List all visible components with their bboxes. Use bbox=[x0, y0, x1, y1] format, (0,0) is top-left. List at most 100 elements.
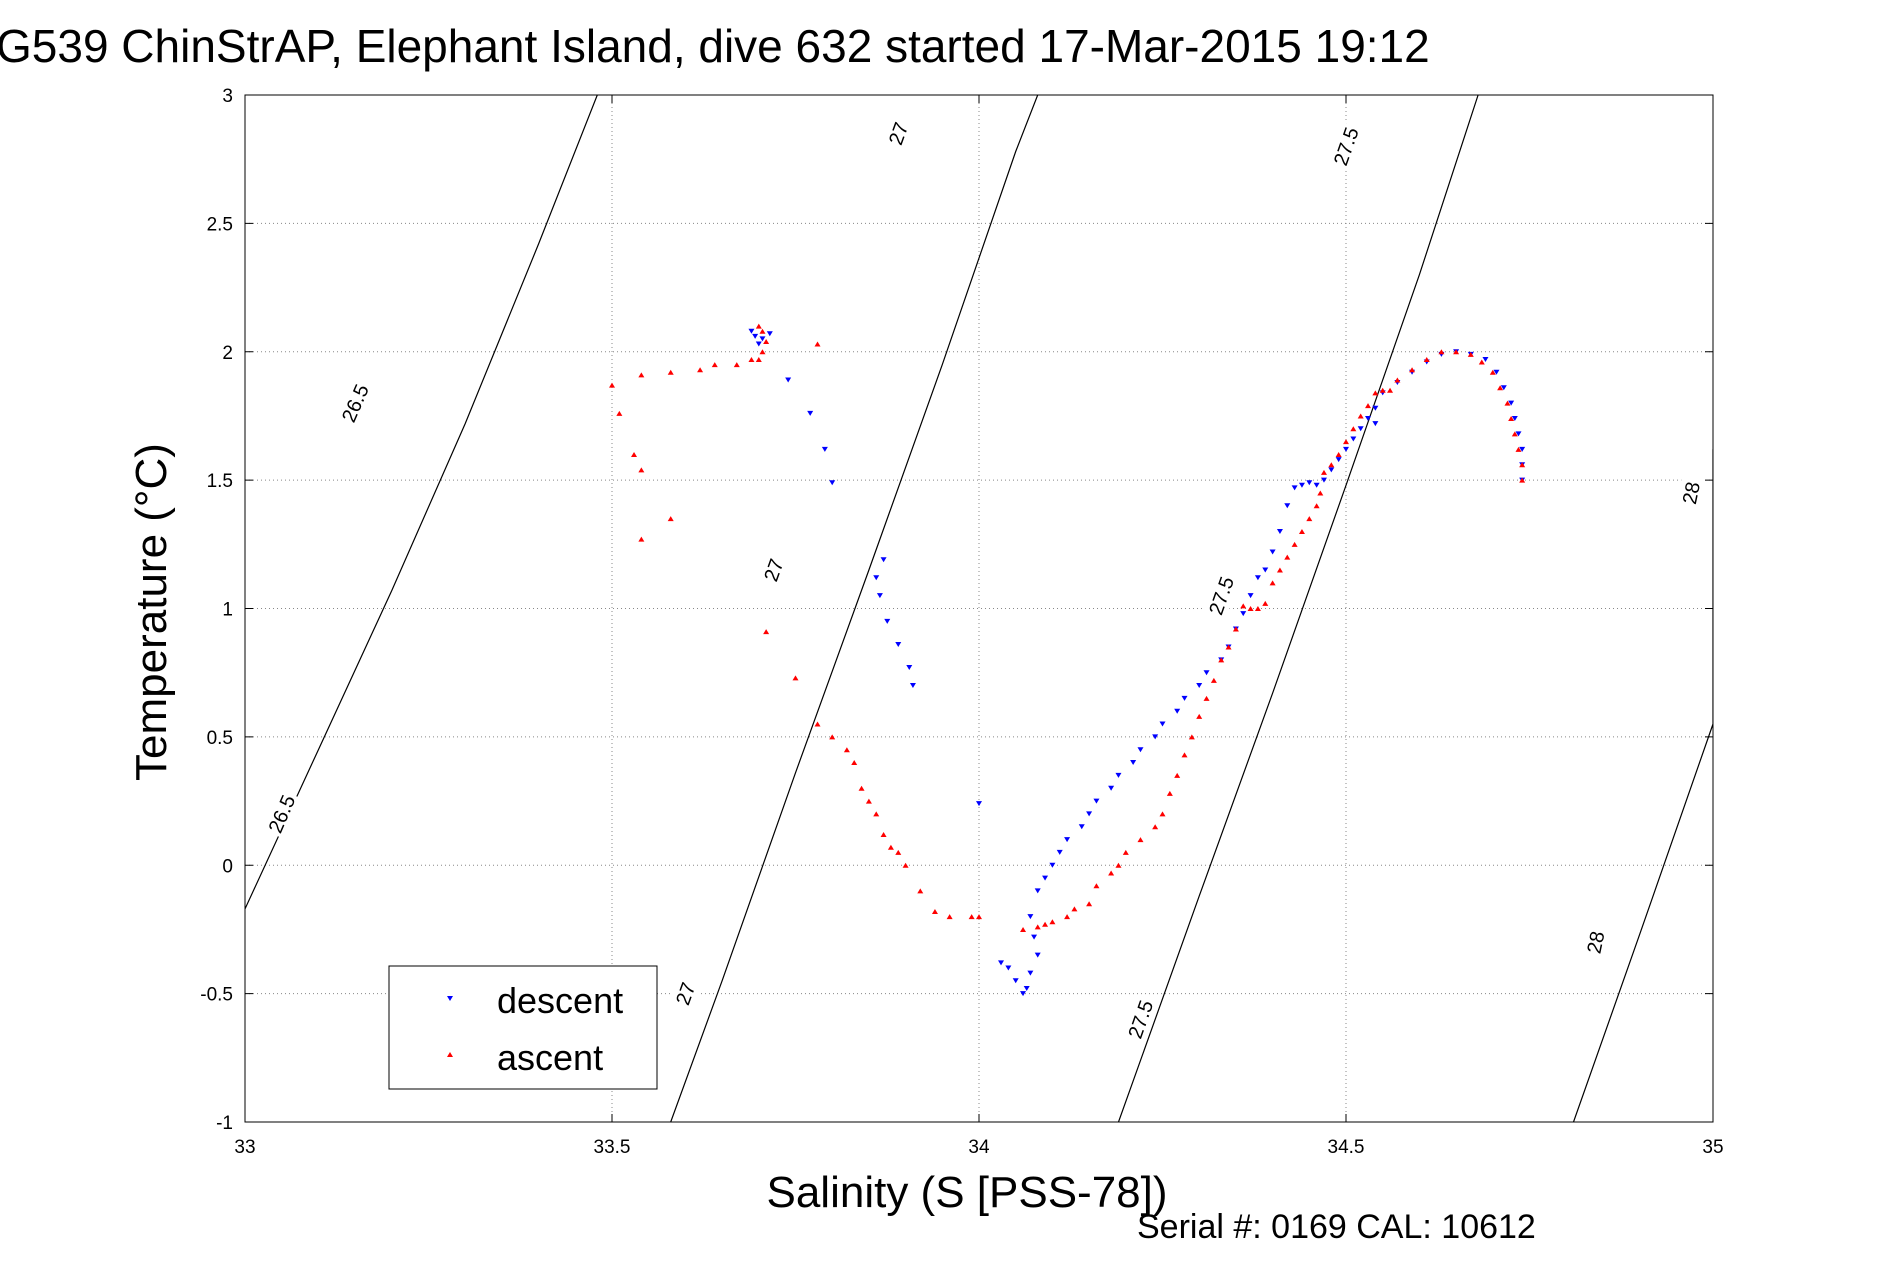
ascent-point bbox=[1508, 416, 1515, 422]
y-tick-label: 0.5 bbox=[207, 728, 233, 749]
isopycnal-label-background bbox=[1327, 121, 1365, 172]
ascent-point bbox=[1453, 349, 1460, 355]
legend-ascent-marker bbox=[447, 1052, 453, 1057]
descent-point bbox=[1328, 467, 1335, 473]
ascent-point bbox=[1504, 400, 1511, 406]
descent-point bbox=[1159, 721, 1166, 727]
descent-point bbox=[1335, 457, 1342, 463]
ascent-point bbox=[1232, 626, 1239, 632]
ascent-point bbox=[1328, 462, 1335, 468]
isopycnal-label-background bbox=[1579, 918, 1612, 967]
descent-point bbox=[873, 575, 880, 581]
descent-point bbox=[1042, 875, 1049, 881]
x-tick-label: 34.5 bbox=[1328, 1137, 1365, 1158]
ascent-point bbox=[843, 747, 850, 753]
descent-point bbox=[1493, 369, 1500, 375]
descent-point bbox=[1174, 708, 1181, 714]
descent-point bbox=[807, 410, 814, 416]
y-tick-label: 3 bbox=[222, 86, 233, 107]
ascent-point bbox=[1181, 752, 1188, 758]
descent-point bbox=[1306, 480, 1313, 486]
y-tick-label: -0.5 bbox=[200, 985, 233, 1006]
ascent-point bbox=[851, 760, 858, 766]
ascent-point bbox=[755, 356, 762, 362]
descent-point bbox=[1020, 991, 1027, 997]
ascent-point bbox=[733, 362, 740, 368]
legend-ascent-label: ascent bbox=[497, 1037, 603, 1078]
descent-point bbox=[1031, 934, 1038, 940]
descent-point bbox=[1500, 385, 1507, 391]
descent-point bbox=[1511, 416, 1518, 422]
ascent-point bbox=[1269, 580, 1276, 586]
y-tick-label: 1.5 bbox=[207, 471, 233, 492]
descent-point bbox=[1313, 482, 1320, 488]
ascent-point bbox=[1137, 837, 1144, 843]
descent-point bbox=[1064, 837, 1071, 843]
descent-point bbox=[1298, 482, 1305, 488]
descent-point bbox=[1056, 849, 1063, 855]
ascent-point bbox=[638, 536, 645, 542]
isopycnal-label-background bbox=[1121, 994, 1160, 1045]
ascent-point bbox=[895, 849, 902, 855]
ascent-point bbox=[976, 914, 982, 920]
descent-point bbox=[1005, 965, 1012, 971]
ascent-point bbox=[858, 785, 865, 791]
ascent-point bbox=[1387, 387, 1394, 393]
descent-point bbox=[1343, 446, 1349, 452]
isopycnal-line bbox=[245, 95, 598, 910]
descent-point bbox=[785, 377, 792, 383]
ascent-point bbox=[902, 862, 909, 868]
isopycnal-label-background bbox=[754, 545, 793, 595]
ascent-point bbox=[814, 721, 821, 727]
isopycnal-label-background bbox=[335, 378, 375, 429]
y-tick-label: 1 bbox=[222, 600, 233, 621]
ascent-point bbox=[1218, 657, 1225, 663]
descent-point bbox=[1372, 421, 1379, 427]
ascent-point bbox=[873, 811, 880, 817]
ascent-point bbox=[638, 372, 645, 378]
ascent-point bbox=[1335, 451, 1342, 457]
ascent-point bbox=[1489, 369, 1496, 375]
isopycnal-label-background bbox=[879, 108, 917, 159]
descent-point bbox=[1203, 670, 1210, 676]
descent-point bbox=[1049, 862, 1056, 868]
isopycnal-line bbox=[670, 95, 1039, 1122]
ascent-point bbox=[1152, 824, 1159, 830]
descent-point bbox=[755, 341, 762, 347]
ascent-point bbox=[1093, 883, 1100, 889]
ascent-point bbox=[759, 328, 766, 334]
ascent-point bbox=[917, 888, 924, 894]
ascent-point bbox=[1284, 554, 1291, 560]
ascent-point bbox=[667, 369, 674, 375]
ascent-point bbox=[1034, 924, 1041, 930]
x-tick-label: 33 bbox=[234, 1137, 255, 1158]
descent-point bbox=[1078, 824, 1085, 830]
descent-point bbox=[1284, 503, 1291, 509]
descent-point bbox=[1027, 914, 1034, 920]
isopycnal-line bbox=[1572, 449, 1713, 1122]
ascent-point bbox=[1467, 351, 1474, 357]
descent-point bbox=[876, 593, 883, 599]
ascent-point bbox=[814, 341, 821, 347]
ascent-point bbox=[1086, 901, 1093, 907]
x-tick-label: 34 bbox=[968, 1137, 990, 1158]
descent-point bbox=[1482, 356, 1489, 362]
ascent-point bbox=[1042, 921, 1049, 927]
descent-point bbox=[1093, 798, 1100, 804]
descent-point bbox=[906, 665, 913, 671]
descent-point bbox=[752, 333, 759, 339]
ascent-point bbox=[1317, 490, 1324, 496]
serial-footer: Serial #: 0169 CAL: 10612 bbox=[1137, 1208, 1536, 1246]
ascent-point bbox=[1064, 914, 1071, 920]
ascent-point bbox=[609, 382, 615, 388]
descent-point bbox=[1320, 477, 1327, 483]
descent-point bbox=[1365, 416, 1372, 422]
ascent-point bbox=[763, 338, 770, 344]
ascent-point bbox=[1320, 469, 1327, 475]
descent-point bbox=[1086, 811, 1093, 817]
ascent-point bbox=[1188, 734, 1195, 740]
ascent-point bbox=[1291, 541, 1298, 547]
descent-point bbox=[1519, 446, 1526, 452]
descent-point bbox=[766, 331, 773, 337]
